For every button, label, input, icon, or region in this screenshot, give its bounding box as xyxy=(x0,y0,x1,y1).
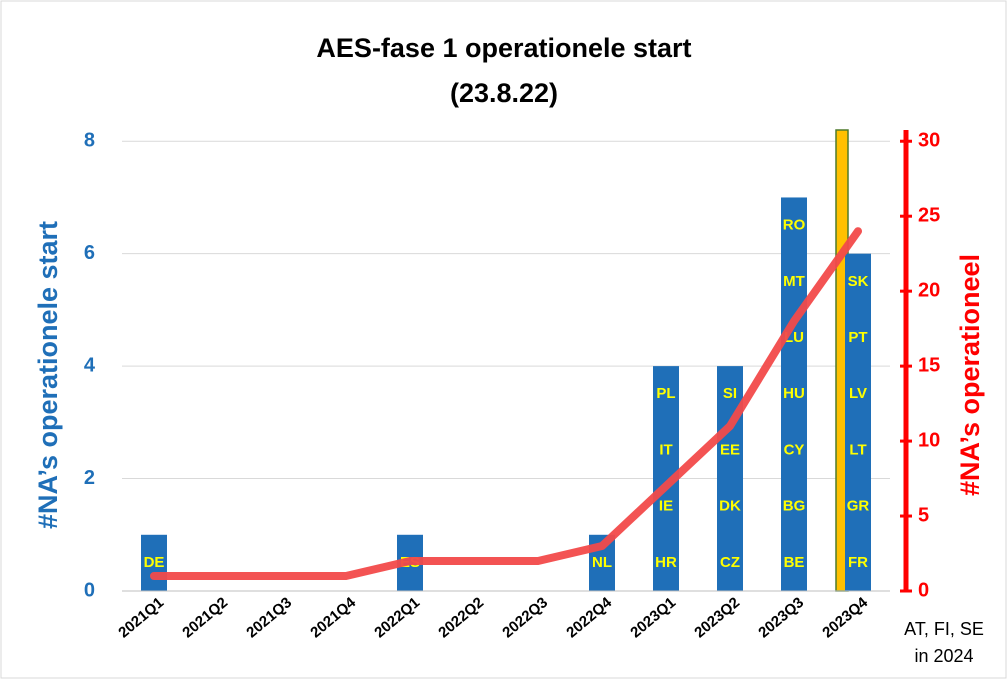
line xyxy=(150,227,862,581)
chart-subtitle: (23.8.22) xyxy=(450,78,558,108)
bar-label: PT xyxy=(848,329,867,346)
bar-label: MT xyxy=(783,273,805,290)
bar-label: DK xyxy=(719,498,741,515)
y2-tick-label: 10 xyxy=(918,429,940,451)
bar-label: CZ xyxy=(720,554,740,571)
bar xyxy=(781,197,807,591)
y2-tick-label: 25 xyxy=(918,204,940,226)
y2-tick-label: 30 xyxy=(918,130,940,152)
bar-label: SI xyxy=(723,385,737,402)
chart-title: AES-fase 1 operationele start xyxy=(316,33,691,63)
bar-label: HU xyxy=(783,385,805,402)
bar-label: LT xyxy=(849,441,866,458)
annotation: AT, FI, SE xyxy=(904,619,984,639)
y-tick-label: 4 xyxy=(84,354,96,376)
bar-label: BG xyxy=(783,498,806,515)
y-tick-label: 8 xyxy=(84,130,95,152)
bar-label: IT xyxy=(659,441,672,458)
bar-label: SK xyxy=(848,273,869,290)
annotation: in 2024 xyxy=(914,646,973,666)
bar-label: HR xyxy=(655,554,677,571)
bar-label: LV xyxy=(849,385,867,402)
bar-label: NL xyxy=(592,554,612,571)
bar-label: FR xyxy=(848,554,868,571)
bar xyxy=(141,534,167,591)
y2-tick-label: 20 xyxy=(918,279,940,301)
bar-label: GR xyxy=(847,498,870,515)
bar-label: PL xyxy=(656,385,675,402)
bar-label: DE xyxy=(144,554,165,571)
y2-tick-label: 0 xyxy=(918,579,929,601)
bar-label: IE xyxy=(659,498,673,515)
bar xyxy=(717,366,743,591)
y-tick-label: 2 xyxy=(84,467,95,489)
bar-label: CY xyxy=(784,441,805,458)
y2-tick-label: 15 xyxy=(918,354,940,376)
y-axis-label: #NA’s operationele start xyxy=(33,221,63,529)
y2-axis-label: #NA’s operationeel xyxy=(955,254,985,496)
y-tick-label: 0 xyxy=(84,579,95,601)
bar-label: BE xyxy=(784,554,805,571)
bar-label: EE xyxy=(720,441,740,458)
bar-label: RO xyxy=(783,217,806,234)
y-tick-label: 6 xyxy=(84,242,95,264)
y2-tick-label: 5 xyxy=(918,504,929,526)
bar xyxy=(845,253,871,591)
